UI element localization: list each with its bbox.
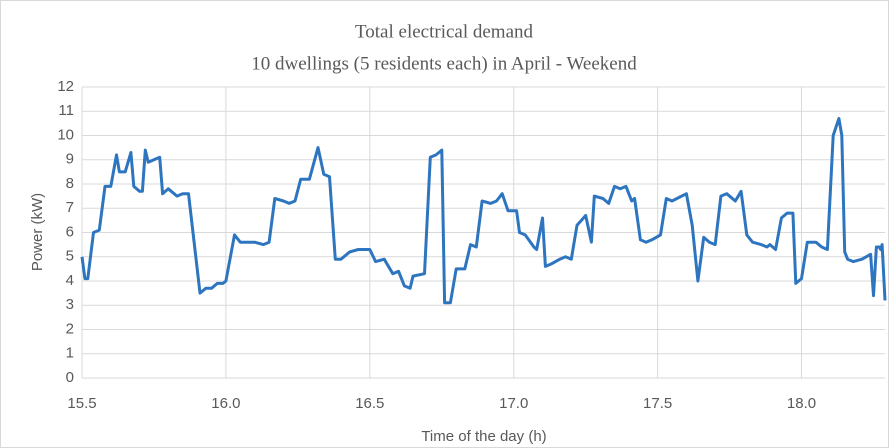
y-axis-label: Power (kW) bbox=[29, 193, 46, 271]
x-tick-label: 17.0 bbox=[499, 395, 528, 412]
y-tick-label: 6 bbox=[66, 223, 74, 240]
chart-title: Total electrical demand bbox=[355, 21, 534, 42]
y-tick-label: 1 bbox=[66, 345, 74, 362]
y-tick-label: 4 bbox=[66, 272, 74, 289]
x-axis-label: Time of the day (h) bbox=[421, 428, 546, 445]
y-tick-label: 12 bbox=[57, 78, 74, 95]
x-tick-label: 17.5 bbox=[643, 395, 672, 412]
x-tick-label: 16.0 bbox=[211, 395, 240, 412]
x-tick-label: 15.5 bbox=[67, 395, 96, 412]
x-tick-label: 18.0 bbox=[787, 395, 816, 412]
x-tick-label: 16.5 bbox=[355, 395, 384, 412]
y-tick-label: 11 bbox=[58, 102, 74, 119]
y-tick-label: 10 bbox=[57, 126, 74, 143]
y-tick-label: 9 bbox=[66, 151, 74, 168]
y-tick-label: 3 bbox=[66, 296, 74, 313]
y-tick-label: 8 bbox=[66, 175, 74, 192]
y-tick-label: 5 bbox=[66, 248, 74, 265]
chart-subtitle: 10 dwellings (5 residents each) in April… bbox=[251, 53, 637, 74]
y-tick-label: 7 bbox=[66, 199, 74, 216]
y-tick-label: 2 bbox=[66, 320, 74, 337]
y-tick-label: 0 bbox=[66, 369, 74, 386]
data-line bbox=[80, 117, 887, 305]
